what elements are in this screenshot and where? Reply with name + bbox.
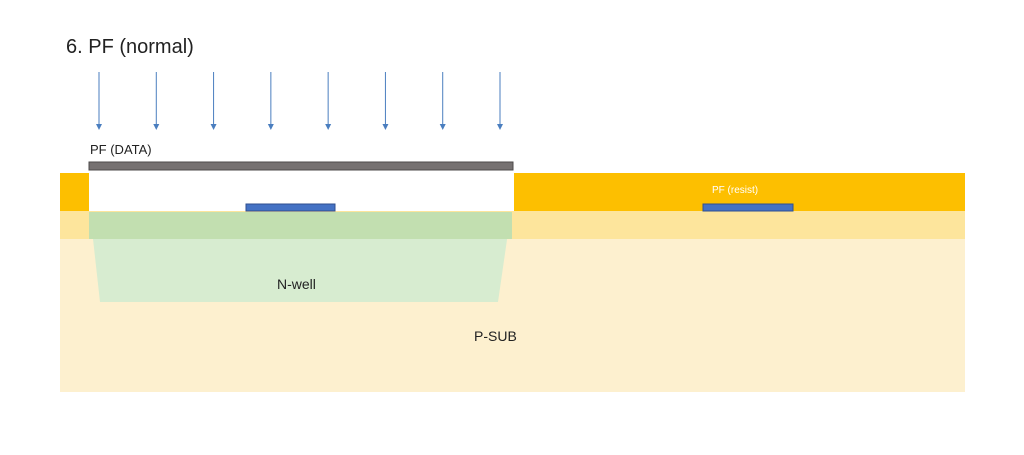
mask-label: PF (DATA) [90, 142, 152, 157]
n-well-top-band [89, 212, 512, 239]
n-well-label: N-well [277, 276, 316, 292]
pattern-block-left [245, 203, 336, 212]
p-sub-label: P-SUB [474, 328, 517, 344]
mask-bar [88, 161, 514, 171]
pattern-block-right [702, 203, 794, 212]
exposure-arrow-head [267, 124, 274, 130]
resist-left [60, 173, 89, 211]
page-title: 6. PF (normal) [66, 36, 194, 58]
resist-label: PF (resist) [712, 185, 759, 196]
exposure-arrow-head [210, 124, 217, 130]
exposure-arrow-head [153, 124, 160, 130]
exposure-arrow-head [497, 124, 503, 130]
exposure-arrow-head [325, 124, 332, 130]
exposure-arrow-head [382, 124, 389, 130]
exposure-arrow-head [439, 124, 446, 130]
exposure-arrow-head [96, 124, 102, 130]
exposure-arrows [96, 72, 503, 130]
